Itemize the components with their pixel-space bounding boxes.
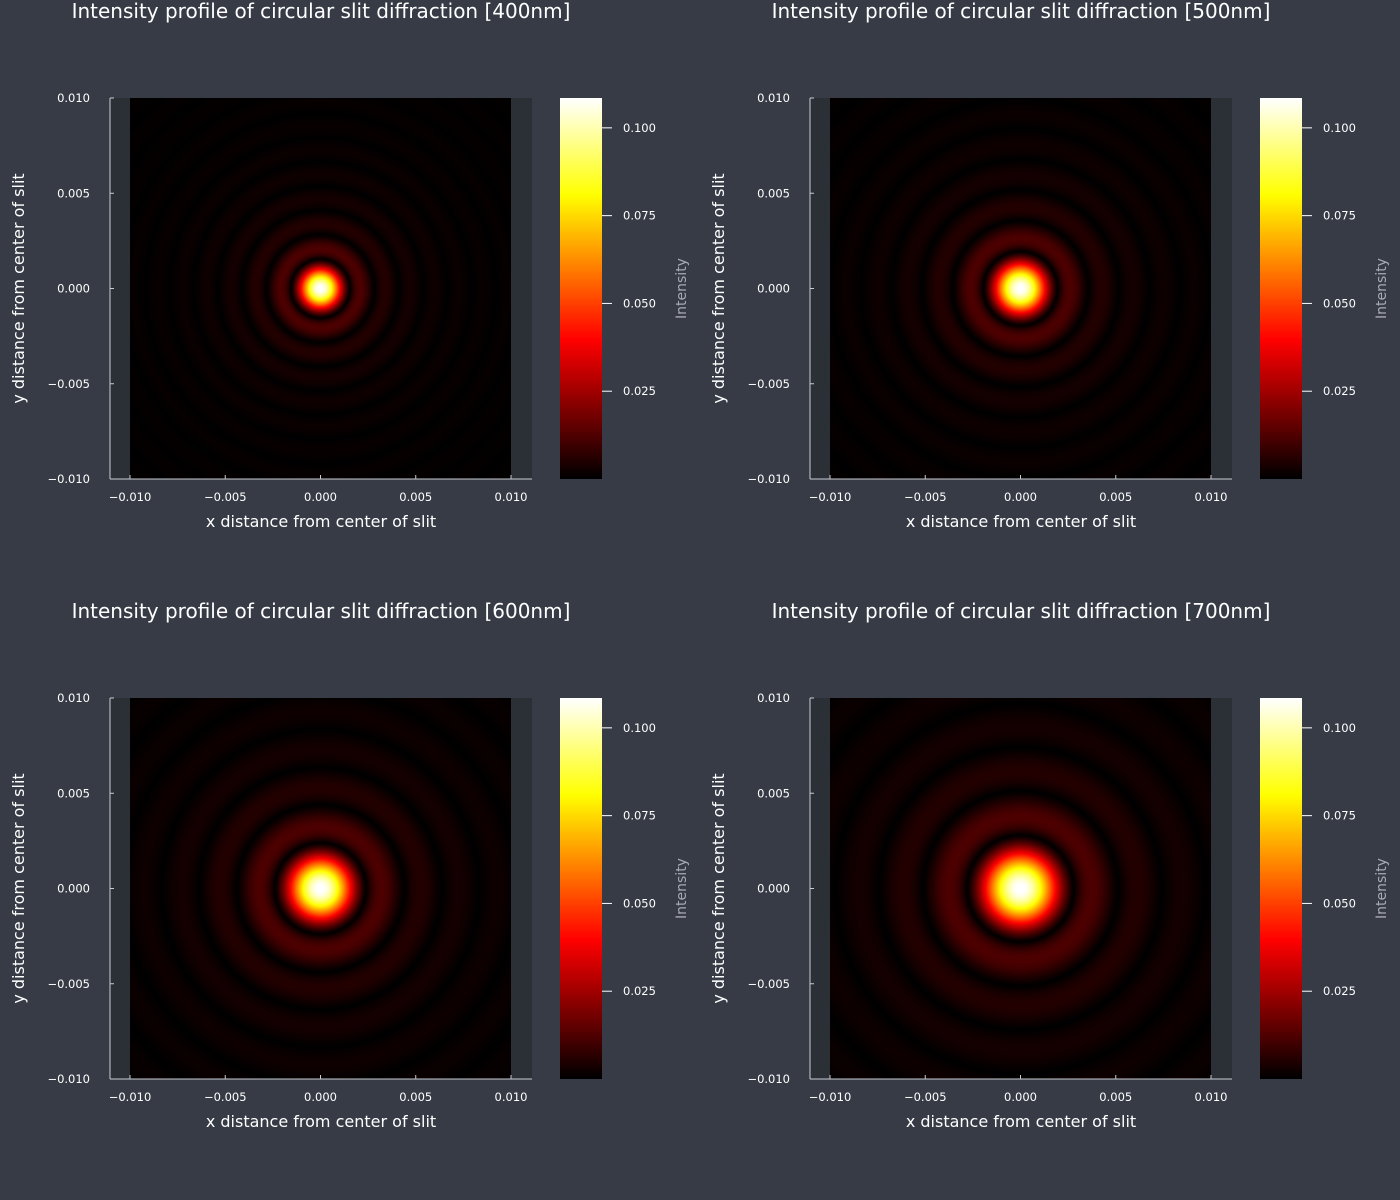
x-tick-label: 0.000: [1004, 490, 1037, 504]
heatmap-image: [830, 698, 1211, 1079]
y-tick-label: 0.000: [757, 882, 790, 896]
colorbar-tick-label: 0.100: [1323, 721, 1356, 735]
colorbar-tick-label: 0.025: [1323, 384, 1356, 398]
y-axis-label: y distance from center of slit: [709, 173, 728, 403]
y-tick-label: −0.005: [747, 977, 790, 991]
x-tick-label: 0.005: [399, 490, 432, 504]
y-tick-label: −0.010: [47, 472, 90, 486]
colorbar-tick-label: 0.100: [1323, 121, 1356, 135]
y-tick-label: 0.010: [757, 91, 790, 105]
heatmap-image: [130, 698, 511, 1079]
y-tick-label: 0.005: [757, 186, 790, 200]
colorbar-label: Intensity: [1374, 858, 1390, 919]
x-axis-label: x distance from center of slit: [906, 1112, 1136, 1131]
x-tick-label: −0.010: [809, 490, 852, 504]
x-axis-label: x distance from center of slit: [906, 512, 1136, 531]
colorbar-tick-label: 0.075: [623, 809, 656, 823]
chart-panel-700nm: −0.010 −0.005 0.000 0.005 0.010 −0.010 −0.005 0…: [700, 599, 1400, 1200]
y-tick-label: 0.010: [57, 691, 90, 705]
y-tick-label: −0.010: [747, 472, 790, 486]
y-axis-label: y distance from center of slit: [9, 173, 28, 403]
x-tick-label: 0.005: [1099, 1090, 1132, 1104]
colorbar-tick-label: 0.050: [623, 896, 656, 910]
y-tick-label: 0.000: [57, 282, 90, 296]
x-tick-label: −0.005: [904, 1090, 947, 1104]
colorbar-label: Intensity: [674, 258, 690, 319]
chart-panel-400nm: −0.010 −0.005 0.000 0.005 0.010 −0.010 −0.005 0…: [0, 0, 700, 600]
colorbar-label: Intensity: [1374, 258, 1390, 319]
y-tick-label: 0.000: [757, 282, 790, 296]
colorbar-label: Intensity: [674, 858, 690, 919]
axes-overlay: −0.010 −0.005 0.000 0.005 0.010 −0.010 −0.005 0…: [709, 599, 1390, 1131]
chart-panel-600nm: −0.010 −0.005 0.000 0.005 0.010 −0.010 −0.005 0…: [0, 599, 700, 1200]
colorbar-gradient: [560, 98, 602, 479]
x-tick-label: −0.005: [204, 1090, 247, 1104]
y-tick-label: 0.010: [757, 691, 790, 705]
y-tick-label: 0.005: [57, 786, 90, 800]
y-axis-label: y distance from center of slit: [9, 773, 28, 1003]
y-tick-label: −0.005: [47, 377, 90, 391]
x-tick-label: 0.010: [495, 490, 528, 504]
colorbar-tick-label: 0.050: [623, 296, 656, 310]
x-tick-label: −0.010: [109, 1090, 152, 1104]
colorbar-gradient: [560, 698, 602, 1079]
axes-overlay: −0.010 −0.005 0.000 0.005 0.010 −0.010 −0.005 0…: [709, 0, 1390, 531]
colorbar-tick-label: 0.075: [1323, 809, 1356, 823]
colorbar-tick-label: 0.075: [1323, 209, 1356, 223]
x-tick-label: 0.000: [304, 490, 337, 504]
chart-title: Intensity profile of circular slit diffr…: [772, 599, 1271, 623]
x-tick-label: 0.000: [304, 1090, 337, 1104]
y-tick-label: −0.005: [47, 977, 90, 991]
chart-title: Intensity profile of circular slit diffr…: [72, 599, 571, 623]
axes-overlay: −0.010 −0.005 0.000 0.005 0.010 −0.010 −0.005 0…: [9, 599, 690, 1131]
axes-overlay: −0.010 −0.005 0.000 0.005 0.010 −0.010 −0.005 0…: [9, 0, 690, 531]
x-tick-label: −0.010: [809, 1090, 852, 1104]
x-tick-label: −0.005: [904, 490, 947, 504]
x-tick-label: −0.005: [204, 490, 247, 504]
heatmap-image: [130, 98, 511, 479]
x-tick-label: 0.010: [495, 1090, 528, 1104]
x-axis-label: x distance from center of slit: [206, 512, 436, 531]
colorbar-tick-label: 0.075: [623, 209, 656, 223]
chart-title: Intensity profile of circular slit diffr…: [72, 0, 571, 23]
x-axis-label: x distance from center of slit: [206, 1112, 436, 1131]
heatmap-image: [830, 98, 1211, 479]
colorbar-tick-label: 0.050: [1323, 296, 1356, 310]
colorbar-tick-label: 0.025: [623, 384, 656, 398]
x-tick-label: 0.005: [399, 1090, 432, 1104]
x-tick-label: 0.000: [1004, 1090, 1037, 1104]
colorbar-tick-label: 0.050: [1323, 896, 1356, 910]
colorbar-tick-label: 0.025: [1323, 984, 1356, 998]
x-tick-label: −0.010: [109, 490, 152, 504]
chart-panel-500nm: −0.010 −0.005 0.000 0.005 0.010 −0.010 −0.005 0…: [700, 0, 1400, 600]
y-axis-label: y distance from center of slit: [709, 773, 728, 1003]
colorbar-gradient: [1260, 698, 1302, 1079]
x-tick-label: 0.010: [1195, 1090, 1228, 1104]
x-tick-label: 0.010: [1195, 490, 1228, 504]
y-tick-label: −0.010: [747, 1072, 790, 1086]
y-tick-label: −0.010: [47, 1072, 90, 1086]
y-tick-label: 0.005: [57, 186, 90, 200]
y-tick-label: 0.000: [57, 882, 90, 896]
y-tick-label: 0.010: [57, 91, 90, 105]
colorbar-tick-label: 0.100: [623, 721, 656, 735]
colorbar-tick-label: 0.100: [623, 121, 656, 135]
colorbar-tick-label: 0.025: [623, 984, 656, 998]
chart-title: Intensity profile of circular slit diffr…: [772, 0, 1271, 23]
x-tick-label: 0.005: [1099, 490, 1132, 504]
y-tick-label: 0.005: [757, 786, 790, 800]
y-tick-label: −0.005: [747, 377, 790, 391]
colorbar-gradient: [1260, 98, 1302, 479]
